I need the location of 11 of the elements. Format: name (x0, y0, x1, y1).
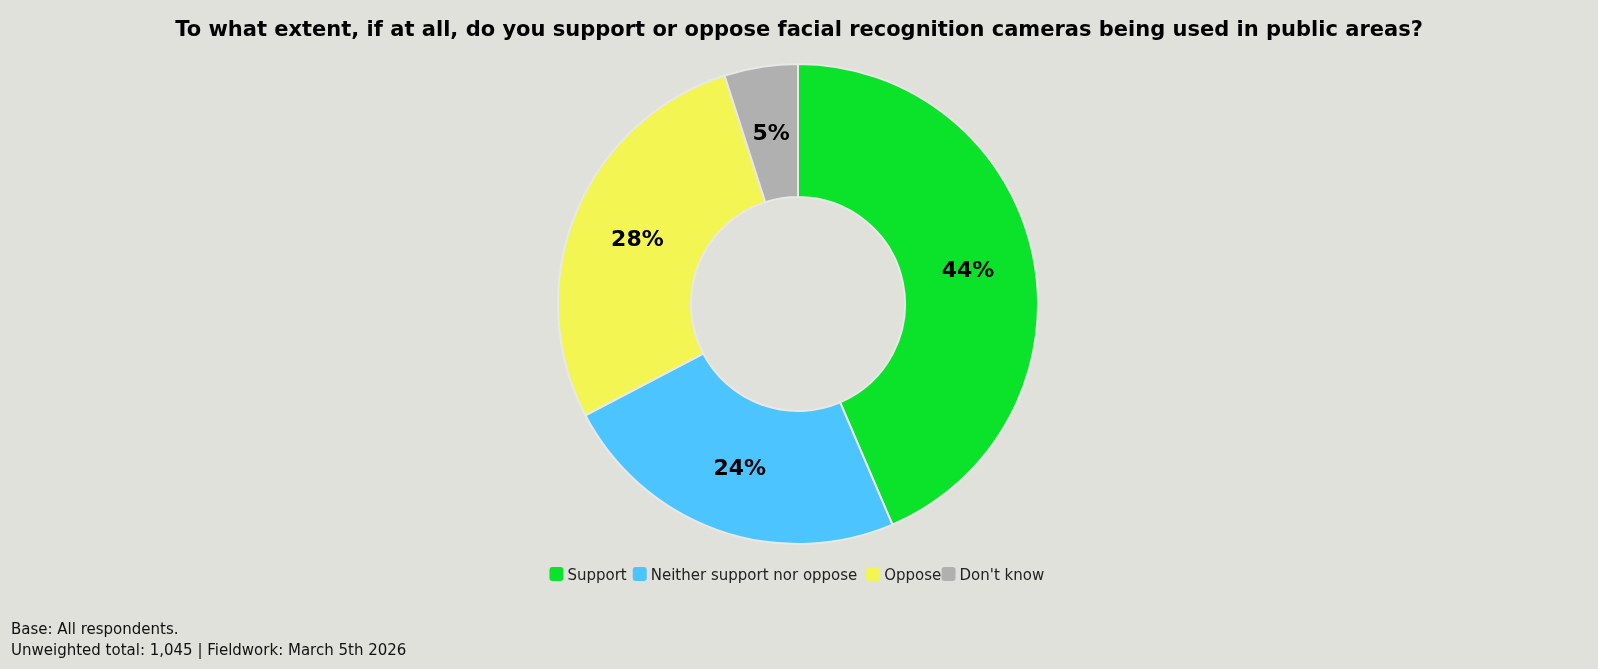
legend-label: Oppose (884, 566, 942, 584)
chart-title: To what extent, if at all, do you support or oppose facial recognition cameras being used in public areas? (175, 17, 1423, 41)
legend-label: Support (567, 566, 627, 584)
legend-label: Don't know (959, 566, 1045, 584)
text: Unweighted total: 1,045 | Fieldwork: March 5th 2026 (11, 641, 407, 659)
data-label: 24% (713, 454, 767, 480)
text: Base: All respondents. (11, 620, 179, 638)
data-label: 28% (611, 225, 664, 251)
legend-label: Neither support nor oppose (650, 566, 858, 584)
data-label: 44% (941, 256, 995, 282)
data-label: 5% (752, 120, 790, 146)
